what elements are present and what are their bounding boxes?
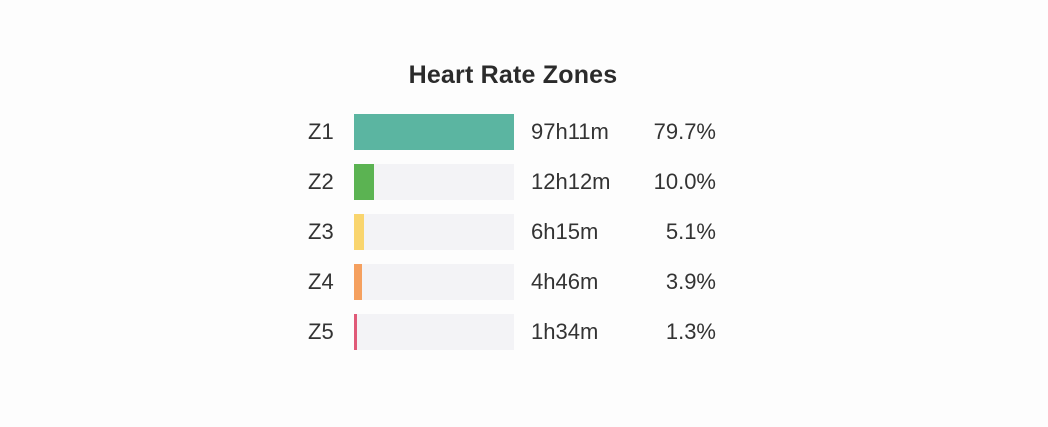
bar-track	[354, 164, 514, 200]
zone-label: Z4	[308, 269, 334, 294]
zone-row-z2: Z2 12h12m 10.0%	[0, 164, 1048, 200]
zone-duration: 1h34m	[531, 319, 599, 344]
bar-fill	[354, 164, 374, 200]
zone-row-z5: Z5 1h34m 1.3%	[0, 314, 1048, 350]
zone-percent: 10.0%	[653, 169, 716, 194]
chart-title: Heart Rate Zones	[408, 61, 618, 89]
bar-fill	[354, 114, 514, 150]
zone-duration: 6h15m	[531, 219, 599, 244]
zone-label: Z3	[308, 219, 334, 244]
zone-duration: 12h12m	[531, 169, 611, 194]
bar-fill	[354, 214, 364, 250]
zone-row-z1: Z1 97h11m 79.7%	[0, 114, 1048, 150]
bar-fill	[354, 314, 357, 350]
zone-percent: 79.7%	[653, 119, 716, 144]
zone-row-z4: Z4 4h46m 3.9%	[0, 264, 1048, 300]
zone-percent: 3.9%	[665, 269, 716, 294]
bar-track	[354, 264, 514, 300]
bar-track	[354, 214, 514, 250]
bar-fill	[354, 264, 362, 300]
zone-percent: 5.1%	[665, 219, 716, 244]
zone-duration: 4h46m	[531, 269, 599, 294]
zone-duration: 97h11m	[531, 119, 609, 144]
bar-track	[354, 314, 514, 350]
zone-label: Z1	[308, 119, 334, 144]
zone-row-z3: Z3 6h15m 5.1%	[0, 214, 1048, 250]
bar-track	[354, 114, 514, 150]
zone-label: Z2	[308, 169, 334, 194]
zone-percent: 1.3%	[665, 319, 716, 344]
zone-label: Z5	[308, 319, 334, 344]
